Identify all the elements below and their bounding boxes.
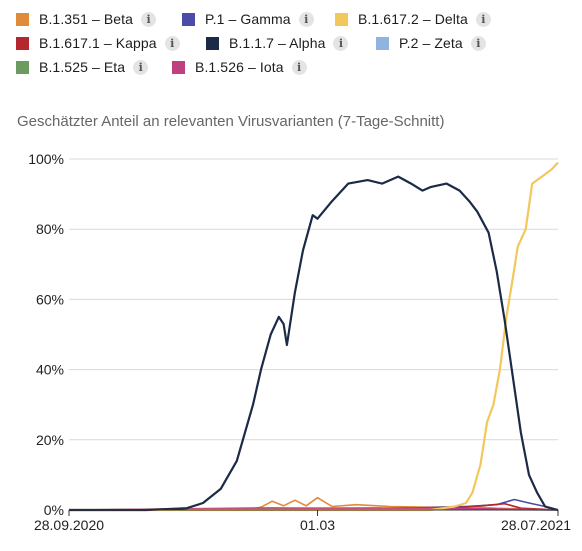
series-lines	[68, 161, 559, 512]
y-tick-label: 20%	[36, 432, 64, 448]
info-icon[interactable]: i	[475, 11, 491, 27]
legend-item-kappa[interactable]: B.1.617.1 – Kappa i	[16, 32, 180, 54]
legend-label: B.1.617.1 – Kappa	[39, 35, 157, 51]
legend-item-gamma[interactable]: P.1 – Gamma i	[182, 8, 314, 30]
gridlines	[69, 158, 558, 441]
y-tick-label: 60%	[36, 291, 64, 307]
legend-swatch	[182, 12, 195, 26]
info-icon[interactable]: i	[133, 59, 149, 75]
series-line-alpha	[69, 175, 559, 512]
legend-label: B.1.526 – Iota	[195, 59, 284, 75]
chart-subtitle: Geschätzter Anteil an relevanten Virusva…	[17, 113, 445, 130]
y-tick-label: 40%	[36, 362, 64, 378]
legend-swatch	[335, 12, 348, 26]
y-tick-label: 100%	[28, 151, 64, 167]
legend-item-iota[interactable]: B.1.526 – Iota i	[172, 56, 307, 78]
y-tick-label: 0%	[44, 502, 64, 518]
legend-label: P.2 – Zeta	[399, 35, 463, 51]
series-line-delta	[69, 161, 559, 512]
legend-label: B.1.351 – Beta	[39, 11, 134, 27]
info-icon[interactable]: i	[298, 11, 314, 27]
x-axis-ticks: 28.09.2020 01.03 28.07.2021	[34, 510, 571, 533]
series-line-iota	[68, 507, 559, 511]
legend-swatch	[16, 12, 29, 26]
info-icon[interactable]: i	[141, 11, 157, 27]
legend-item-eta[interactable]: B.1.525 – Eta i	[16, 56, 149, 78]
info-icon[interactable]: i	[333, 35, 349, 51]
info-icon[interactable]: i	[470, 35, 486, 51]
legend-swatch	[172, 60, 185, 74]
x-tick-label: 28.09.2020	[34, 517, 104, 533]
x-tick-label: 28.07.2021	[501, 517, 571, 533]
x-tick-label: 01.03	[300, 517, 335, 533]
info-icon[interactable]: i	[291, 59, 307, 75]
legend-swatch	[16, 60, 29, 74]
y-axis-ticks: 0% 20% 40% 60% 80% 100%	[28, 151, 64, 518]
legend-swatch	[16, 36, 29, 50]
legend-swatch	[376, 36, 389, 50]
info-icon[interactable]: i	[164, 35, 180, 51]
legend-item-zeta[interactable]: P.2 – Zeta i	[376, 32, 486, 54]
legend-item-delta[interactable]: B.1.617.2 – Delta i	[335, 8, 491, 30]
legend-item-beta[interactable]: B.1.351 – Beta i	[16, 8, 157, 30]
y-tick-label: 80%	[36, 221, 64, 237]
legend-item-alpha[interactable]: B.1.1.7 – Alpha i	[206, 32, 349, 54]
legend-swatch	[206, 36, 219, 50]
legend-label: P.1 – Gamma	[205, 11, 291, 27]
legend-label: B.1.525 – Eta	[39, 59, 126, 75]
legend-label: B.1.1.7 – Alpha	[229, 35, 326, 51]
legend-label: B.1.617.2 – Delta	[358, 11, 468, 27]
